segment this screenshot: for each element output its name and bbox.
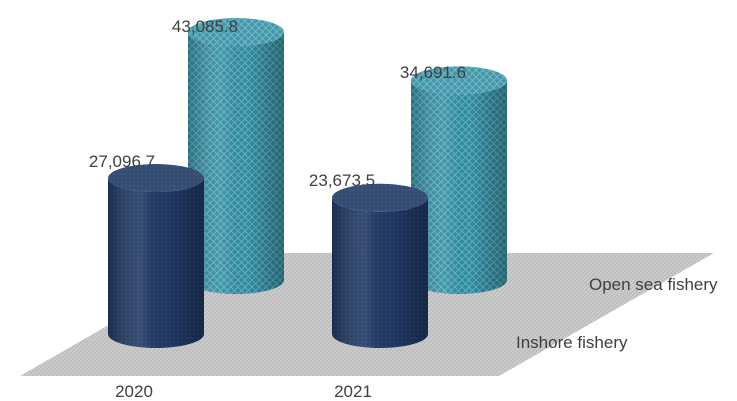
category-tick-2020: 2020 (115, 382, 153, 401)
series-axis-label-inshore: Inshore fishery (516, 333, 628, 352)
category-tick-2021: 2021 (334, 382, 372, 401)
data-label-open-sea-2020: 43,085.8 (172, 17, 238, 36)
bar-open-sea-2020 (188, 18, 284, 294)
data-label-open-sea-2021: 34,691.6 (400, 63, 466, 82)
bar-inshore-2020 (108, 164, 204, 348)
data-label-inshore-2020: 27,096.7 (89, 152, 155, 171)
series-axis-label-open-sea: Open sea fishery (589, 275, 718, 294)
data-label-inshore-2021: 23,673.5 (309, 171, 375, 190)
bar-open-sea-2021 (411, 66, 507, 294)
bar-inshore-2021 (332, 183, 428, 348)
